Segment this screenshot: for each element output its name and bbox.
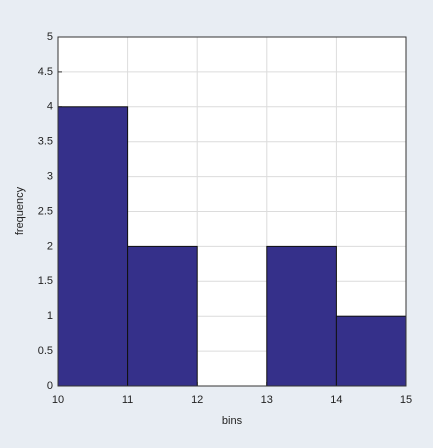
bar: [57, 106, 129, 387]
y-tick-label: 1: [47, 310, 53, 322]
y-tick-label: 0: [47, 380, 53, 392]
y-tick-label: 3.5: [38, 136, 53, 148]
y-tick-label: 3: [47, 171, 53, 183]
bar: [127, 245, 198, 387]
y-tick-label: 5: [47, 31, 53, 43]
x-tick-label: 12: [191, 394, 203, 406]
x-tick-label: 10: [52, 394, 64, 406]
x-tick-label: 13: [261, 394, 273, 406]
y-tick-label: 2.5: [38, 205, 53, 217]
y-tick-label: 4: [47, 101, 53, 113]
bar: [335, 315, 407, 387]
x-tick-label: 15: [400, 394, 412, 406]
y-axis-label: frequency: [14, 186, 26, 235]
x-tick-label: 11: [122, 394, 133, 406]
y-tick-label: 0.5: [38, 345, 53, 357]
x-tick-label: 14: [330, 394, 342, 406]
y-tick-label: 4.5: [38, 66, 53, 78]
axes-frame: [57, 36, 407, 387]
y-tick-label: 2: [47, 240, 53, 252]
y-tick-label: 1.5: [38, 275, 53, 287]
x-axis-label: bins: [222, 415, 243, 427]
bar: [266, 245, 337, 387]
